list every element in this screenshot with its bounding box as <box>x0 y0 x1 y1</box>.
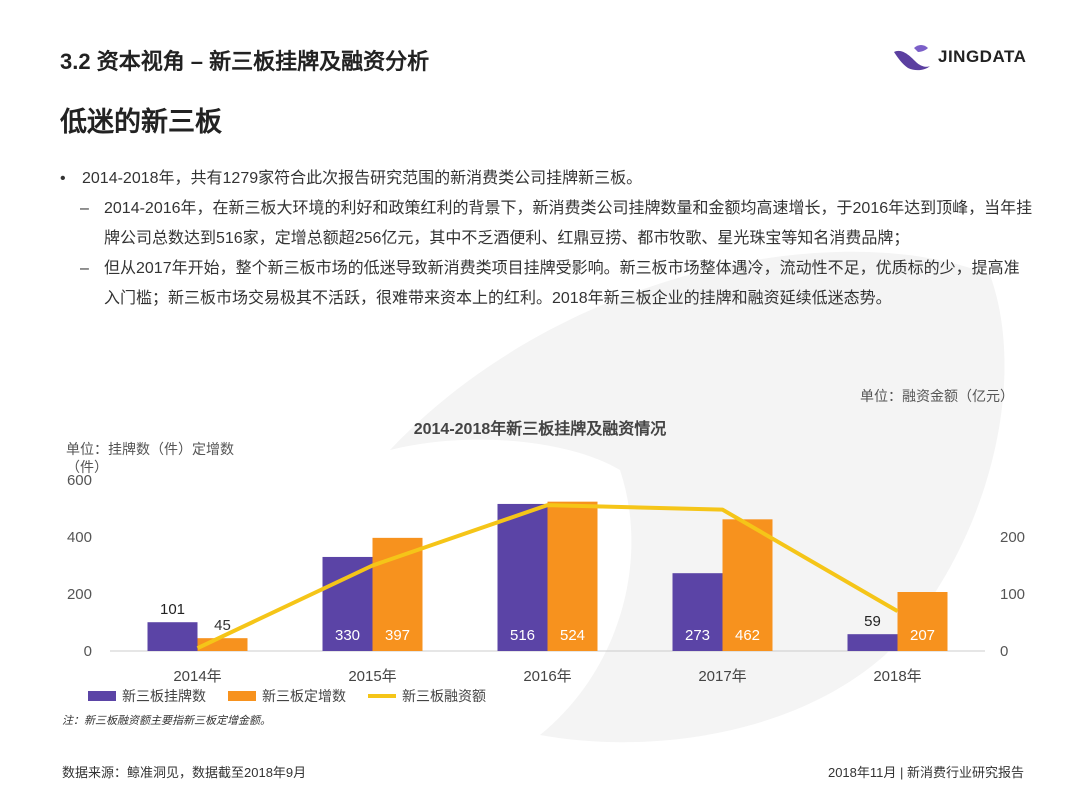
bar-data-label: 273 <box>685 627 710 644</box>
bar-data-label: 45 <box>214 617 231 634</box>
bar-listing-count <box>847 634 898 651</box>
legend-item: 新三板定增数 <box>228 686 346 706</box>
bar-data-label: 59 <box>864 613 881 630</box>
bar-listing-count <box>322 556 373 651</box>
x-tick-label: 2018年 <box>873 668 921 685</box>
data-source: 数据来源：鲸准洞见，数据截至2018年9月 <box>62 765 307 780</box>
bar-listing-count <box>147 622 198 651</box>
bar-data-label: 516 <box>510 627 535 644</box>
x-tick-label: 2015年 <box>348 668 396 685</box>
bar-data-label: 462 <box>735 627 760 644</box>
bar-data-label: 397 <box>385 627 410 644</box>
left-axis-unit-label: 单位：挂牌数（件）定增数（件） <box>66 441 234 475</box>
y-right-tick-label: 200 <box>1000 529 1025 546</box>
x-tick-label: 2016年 <box>523 668 571 685</box>
bar-placement-count <box>897 592 948 651</box>
legend-label: 新三板挂牌数 <box>122 688 206 704</box>
chart-note: 注：新三板融资额主要指新三板定增金额。 <box>62 715 271 727</box>
line-financing-amount <box>196 503 899 650</box>
y-right-tick-label: 0 <box>1000 643 1008 660</box>
y-right-tick-label: 100 <box>1000 586 1025 603</box>
sub-bullet-text: 2014-2016年，在新三板大环境的利好和政策红利的背景下，新消费类公司挂牌数… <box>104 200 1033 247</box>
bar-listing-count <box>497 503 548 651</box>
sub-bullet-text: 但从2017年开始，整个新三板市场的低迷导致新消费类项目挂牌受影响。新三板市场整… <box>104 260 1020 307</box>
bar-data-label: 330 <box>335 627 360 644</box>
bullet-marker: • <box>60 170 66 187</box>
logo-text: JINGDATA <box>938 47 1027 66</box>
page-title: 低迷的新三板 <box>60 107 222 137</box>
bar-data-label: 207 <box>910 627 935 644</box>
chart-title: 2014-2018年新三板挂牌及融资情况 <box>413 421 667 438</box>
bar-listing-count <box>672 573 723 651</box>
x-tick-label: 2017年 <box>698 668 746 685</box>
legend-swatch-line <box>368 694 396 698</box>
bar-placement-count <box>722 519 773 651</box>
footer-report-info: 2018年11月 | 新消费行业研究报告 <box>827 765 1024 780</box>
bullet-paragraph: • 2014-2018年，共有1279家符合此次报告研究范围的新消费类公司挂牌新… <box>60 164 1035 194</box>
y-left-tick-label: 400 <box>67 529 92 546</box>
legend-label: 新三板定增数 <box>262 688 346 704</box>
sub-bullet-paragraph: – 2014-2016年，在新三板大环境的利好和政策红利的背景下，新消费类公司挂… <box>60 194 1035 254</box>
legend-swatch-bar2 <box>228 691 256 701</box>
y-left-tick-label: 200 <box>67 586 92 603</box>
legend-label: 新三板融资额 <box>402 688 486 704</box>
y-left-tick-label: 0 <box>84 643 92 660</box>
right-axis-unit-label: 单位：融资金额（亿元） <box>860 388 1014 404</box>
chart-legend: 新三板挂牌数 新三板定增数 新三板融资额 <box>88 686 508 706</box>
bar-placement-count <box>547 501 598 651</box>
whale-logo-icon <box>894 45 930 71</box>
bullet-text: 2014-2018年，共有1279家符合此次报告研究范围的新消费类公司挂牌新三板… <box>82 170 643 187</box>
jingdata-logo: JINGDATA <box>892 42 1026 72</box>
bar-data-label: 524 <box>560 627 585 644</box>
bar-data-label: 101 <box>160 601 185 618</box>
x-tick-label: 2014年 <box>173 668 221 685</box>
sub-bullet-paragraph: – 但从2017年开始，整个新三板市场的低迷导致新消费类项目挂牌受影响。新三板市… <box>60 254 1035 314</box>
section-title: 3.2 资本视角 – 新三板挂牌及融资分析 <box>60 49 430 74</box>
y-left-tick-label: 600 <box>67 472 92 489</box>
legend-item: 新三板融资额 <box>368 686 486 706</box>
sub-bullet-marker: – <box>80 200 89 217</box>
legend-item: 新三板挂牌数 <box>88 686 206 706</box>
legend-swatch-bar1 <box>88 691 116 701</box>
body-text: • 2014-2018年，共有1279家符合此次报告研究范围的新消费类公司挂牌新… <box>60 164 1035 314</box>
sub-bullet-marker: – <box>80 260 89 277</box>
